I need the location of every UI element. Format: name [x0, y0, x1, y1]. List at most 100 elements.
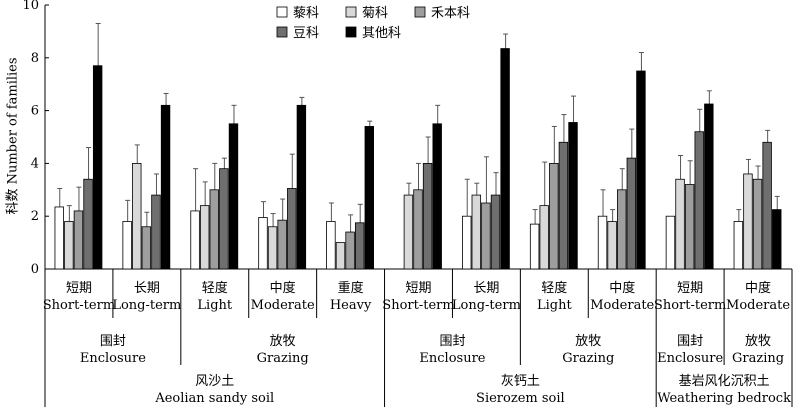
bar — [568, 122, 578, 270]
bar — [54, 206, 64, 270]
bar — [529, 223, 540, 270]
category-label-zh: 重度 — [338, 280, 364, 296]
category-label-zh: 短期 — [405, 281, 431, 296]
bar — [92, 65, 103, 270]
y-tick-label: 8 — [31, 51, 39, 66]
bar — [762, 141, 772, 270]
bar — [296, 104, 307, 270]
legend-label: 其他科 — [362, 26, 401, 41]
bar — [403, 194, 414, 270]
bar — [772, 209, 782, 270]
management-label-zh: 放牧 — [575, 334, 601, 349]
legend-swatch — [276, 6, 288, 18]
y-tick-label: 0 — [31, 262, 39, 277]
category-label-en: Moderate — [251, 298, 315, 313]
category-label-zh: 短期 — [66, 281, 92, 296]
category-label-zh: 短期 — [677, 281, 703, 296]
bar — [335, 242, 346, 270]
bar — [462, 215, 472, 270]
management-label-en: Grazing — [257, 351, 309, 366]
legend-swatch — [414, 6, 426, 18]
bar — [190, 210, 200, 270]
bar — [364, 126, 374, 270]
category-label-zh: 轻度 — [541, 280, 567, 296]
bar — [64, 221, 74, 270]
category-label-en: Long-term — [112, 298, 181, 313]
category-label-en: Long-term — [452, 298, 521, 313]
y-tick-label: 6 — [31, 104, 39, 119]
bar — [597, 215, 608, 270]
bar — [675, 178, 685, 270]
management-label-en: Grazing — [562, 351, 614, 366]
management-label-zh: 围封 — [677, 334, 703, 349]
bar — [219, 168, 229, 270]
legend-swatch — [276, 26, 288, 38]
bar — [617, 189, 627, 270]
category-label-en: Heavy — [330, 298, 372, 313]
bar — [354, 222, 365, 270]
bar — [267, 226, 278, 270]
management-label-zh: 围封 — [100, 334, 126, 349]
bar — [684, 184, 695, 270]
y-tick-label: 2 — [31, 209, 39, 224]
management-label-en: Grazing — [732, 351, 784, 366]
bar — [160, 104, 171, 270]
bar — [704, 103, 714, 270]
bar — [73, 210, 84, 270]
bar — [500, 48, 510, 270]
bar — [228, 123, 239, 270]
legend-label: 菊科 — [362, 6, 388, 21]
soil-label-zh: 灰钙土 — [501, 374, 540, 389]
bar — [743, 173, 753, 270]
bar — [277, 219, 287, 270]
bar — [345, 231, 355, 270]
management-label-en: Enclosure — [80, 351, 146, 366]
management-label-zh: 放牧 — [270, 334, 296, 349]
bar — [258, 217, 268, 270]
bar — [422, 162, 433, 270]
bar — [636, 70, 646, 270]
legend-swatch — [345, 26, 357, 38]
soil-label-en: Aeolian sandy soil — [154, 391, 274, 406]
category-label-en: Short-term — [382, 298, 454, 313]
bar — [122, 221, 132, 270]
category-label-zh: 长期 — [134, 281, 160, 296]
category-label-zh: 中度 — [745, 280, 771, 296]
soil-label-zh: 基岩风化沉积土 — [679, 374, 770, 389]
management-label-zh: 围封 — [439, 334, 465, 349]
bar — [607, 221, 617, 270]
bar — [471, 194, 482, 270]
category-label-zh: 中度 — [270, 280, 296, 296]
soil-label-zh: 风沙土 — [195, 374, 234, 389]
bar — [549, 162, 559, 270]
legend-swatch — [345, 6, 357, 18]
category-label-en: Moderate — [726, 298, 790, 313]
bar — [481, 202, 491, 270]
bar — [326, 221, 336, 270]
bar — [432, 123, 442, 270]
legend-label: 豆科 — [293, 26, 319, 41]
legend-label: 禾本科 — [431, 6, 470, 21]
bar — [752, 178, 763, 270]
soil-label-en: Weathering bedrock — [657, 391, 791, 406]
management-label-en: Enclosure — [657, 351, 723, 366]
x-category-labels: 短期 Short-term 长期 Long-term 轻度 Light 中度 Moderate… — [43, 269, 793, 407]
bar — [287, 188, 297, 270]
bar — [626, 157, 637, 270]
category-label-en: Short-term — [43, 298, 115, 313]
bar — [694, 131, 704, 270]
bar — [665, 215, 676, 270]
bar — [413, 189, 423, 270]
bar — [558, 141, 569, 270]
bar — [83, 178, 93, 270]
category-label-en: Light — [537, 298, 572, 313]
bar — [209, 189, 219, 270]
bar — [490, 194, 501, 270]
management-label-en: Enclosure — [419, 351, 485, 366]
legend-label: 藜科 — [293, 6, 319, 21]
bar — [199, 205, 210, 270]
bar — [132, 162, 142, 270]
category-label-zh: 轻度 — [202, 280, 228, 296]
